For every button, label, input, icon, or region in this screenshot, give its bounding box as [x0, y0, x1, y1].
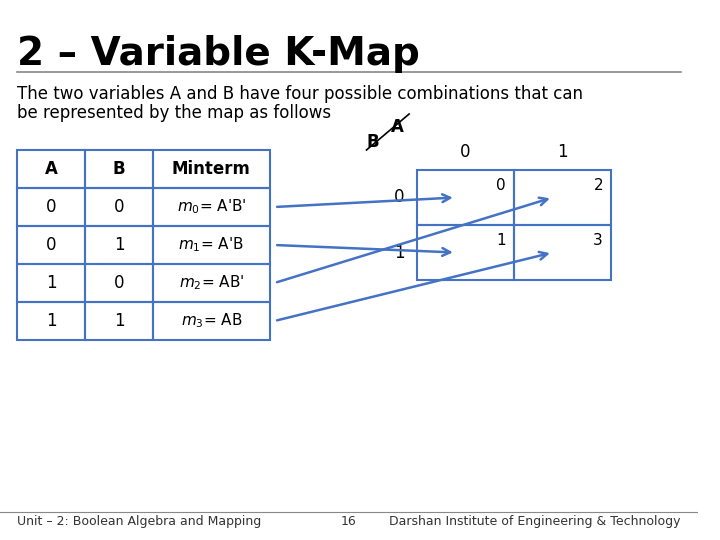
Text: 1: 1: [114, 312, 125, 330]
Bar: [153, 264, 269, 302]
Text: 0: 0: [394, 188, 405, 206]
Text: Unit – 2: Boolean Algebra and Mapping: Unit – 2: Boolean Algebra and Mapping: [17, 515, 261, 528]
Text: $m_3$= AB: $m_3$= AB: [181, 312, 242, 330]
Bar: [417, 170, 514, 225]
Bar: [514, 225, 611, 280]
Text: The two variables A and B have four possible combinations that can: The two variables A and B have four poss…: [17, 85, 583, 103]
Bar: [153, 302, 269, 340]
Text: 1: 1: [46, 312, 57, 330]
Text: 1: 1: [46, 274, 57, 292]
Text: 0: 0: [114, 198, 125, 216]
Text: be represented by the map as follows: be represented by the map as follows: [17, 104, 332, 122]
Text: Minterm: Minterm: [172, 160, 251, 178]
Bar: [17, 264, 85, 302]
Text: $m_1$= A'B: $m_1$= A'B: [179, 235, 244, 254]
Text: 16: 16: [341, 515, 357, 528]
Text: B: B: [113, 160, 125, 178]
Bar: [153, 226, 269, 264]
Bar: [85, 150, 153, 188]
Text: B: B: [367, 133, 379, 151]
Text: A: A: [45, 160, 58, 178]
Text: Darshan Institute of Engineering & Technology: Darshan Institute of Engineering & Techn…: [389, 515, 680, 528]
Bar: [153, 150, 269, 188]
Text: $m_2$= AB': $m_2$= AB': [179, 274, 244, 292]
Bar: [85, 264, 153, 302]
Text: 1: 1: [557, 143, 567, 161]
Bar: [17, 188, 85, 226]
Text: 0: 0: [46, 236, 57, 254]
Bar: [17, 302, 85, 340]
Text: 1: 1: [394, 244, 405, 261]
Text: 1: 1: [497, 233, 506, 248]
Bar: [17, 150, 85, 188]
Bar: [17, 226, 85, 264]
Text: 2 – Variable K-Map: 2 – Variable K-Map: [17, 35, 420, 73]
Text: 0: 0: [114, 274, 125, 292]
Text: 0: 0: [497, 178, 506, 193]
Bar: [85, 188, 153, 226]
Bar: [417, 225, 514, 280]
Text: 0: 0: [46, 198, 57, 216]
Bar: [85, 226, 153, 264]
Text: 0: 0: [460, 143, 471, 161]
Text: 1: 1: [114, 236, 125, 254]
Text: A: A: [391, 118, 404, 136]
Bar: [153, 188, 269, 226]
Text: $m_0$= A'B': $m_0$= A'B': [176, 198, 246, 217]
Bar: [514, 170, 611, 225]
Text: 2: 2: [593, 178, 603, 193]
Text: 3: 3: [593, 233, 603, 248]
Bar: [85, 302, 153, 340]
